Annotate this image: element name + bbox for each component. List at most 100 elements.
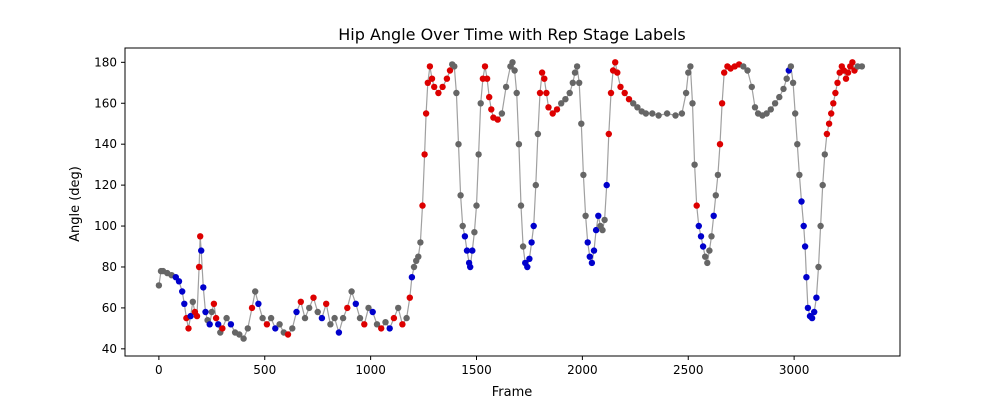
data-point-none [301,314,309,322]
data-point-up [361,321,368,328]
data-point-up [849,59,856,66]
data-point-none [571,69,579,76]
data-point-up [621,89,628,97]
data-point-down [801,243,809,250]
data-point-up [543,89,550,97]
data-point-none [817,222,824,230]
data-point-up [486,93,493,101]
data-point-none [403,314,410,322]
data-point-none [687,63,694,70]
data-point-up [443,75,451,82]
data-point-down [352,300,359,307]
data-point-none [356,314,364,322]
y-axis-label: Angle (deg) [68,166,83,242]
data-point-none [515,141,523,148]
data-point-up [406,294,413,301]
data-point-none [511,67,518,74]
data-point-down [227,321,235,328]
axes-frame [124,47,901,357]
data-point-none [702,253,709,260]
data-point-down [461,233,469,240]
data-point-up [605,130,612,138]
data-point-up [390,314,398,322]
data-point-down [808,314,816,322]
data-point-down [526,255,533,262]
data-point-up [834,79,841,87]
data-point-none [276,321,283,328]
data-point-none [155,282,163,289]
x-tick-label: 2500 [673,363,704,377]
x-axis-label: Frame [492,385,533,400]
plot-area [155,59,866,342]
data-point-up [718,100,726,107]
data-point-none [815,263,822,271]
data-point-down [202,308,209,316]
data-point-down [813,294,820,301]
data-point-none [821,151,828,158]
data-point-up [488,106,495,113]
data-point-up [424,79,431,87]
data-point-up [830,100,837,107]
data-point-up [541,75,548,82]
data-point-down [187,312,194,320]
data-point-none [236,331,243,338]
data-point-up [219,325,226,332]
data-point-none [457,192,464,199]
data-point-none [517,202,525,209]
data-point-none [415,253,422,260]
data-point-down [697,233,705,240]
data-point-none [601,216,608,224]
data-point-none [708,233,715,240]
data-point-up [195,263,203,271]
data-point-up [193,312,201,320]
data-point-none [558,100,565,107]
data-point-none [634,104,641,111]
data-point-none [395,304,402,312]
data-point-none [655,112,662,119]
data-point-down [215,321,222,328]
data-point-none [751,104,759,111]
data-point-up [842,75,850,82]
data-point-up [612,59,619,66]
data-point-up [297,298,304,305]
data-point-down [699,243,707,250]
data-point-up [625,96,633,103]
data-point-up [481,63,489,70]
data-point-none [348,288,355,295]
data-point-up [693,202,700,209]
data-point-down [198,247,205,254]
data-point-none [498,110,506,117]
y-tick-label: 100 [94,219,117,233]
data-point-up [828,110,835,117]
data-point-none [789,79,797,87]
data-point-none [451,63,458,70]
axes: 0 500 1000 1500 2000 2500 3000 40 60 80 100 120 140 1… [94,47,901,377]
data-point-up [825,120,833,127]
data-point-up [439,83,446,91]
data-point-none [748,83,755,91]
y-tick-label: 160 [94,96,117,110]
data-point-up [197,233,204,240]
data-point-down [804,304,812,312]
data-point-down [463,247,471,254]
data-point-up [538,69,546,76]
data-point-up [310,294,317,301]
data-point-down [467,263,474,271]
data-point-down [524,263,531,271]
data-point-down [408,274,416,281]
data-point-none [331,314,338,322]
data-point-none [475,151,482,158]
data-point-none [792,110,799,117]
data-point-up [614,69,621,76]
data-point-none [208,308,215,316]
data-point-none [373,321,381,328]
data-point-none [704,259,711,267]
data-point-none [787,63,795,70]
data-point-none [240,335,247,342]
data-point-up [536,89,544,97]
x-tick-label: 0 [155,363,163,377]
data-point-none [663,110,671,117]
data-point-none [767,106,774,113]
data-point-up [435,89,442,97]
data-point-none [259,314,266,322]
